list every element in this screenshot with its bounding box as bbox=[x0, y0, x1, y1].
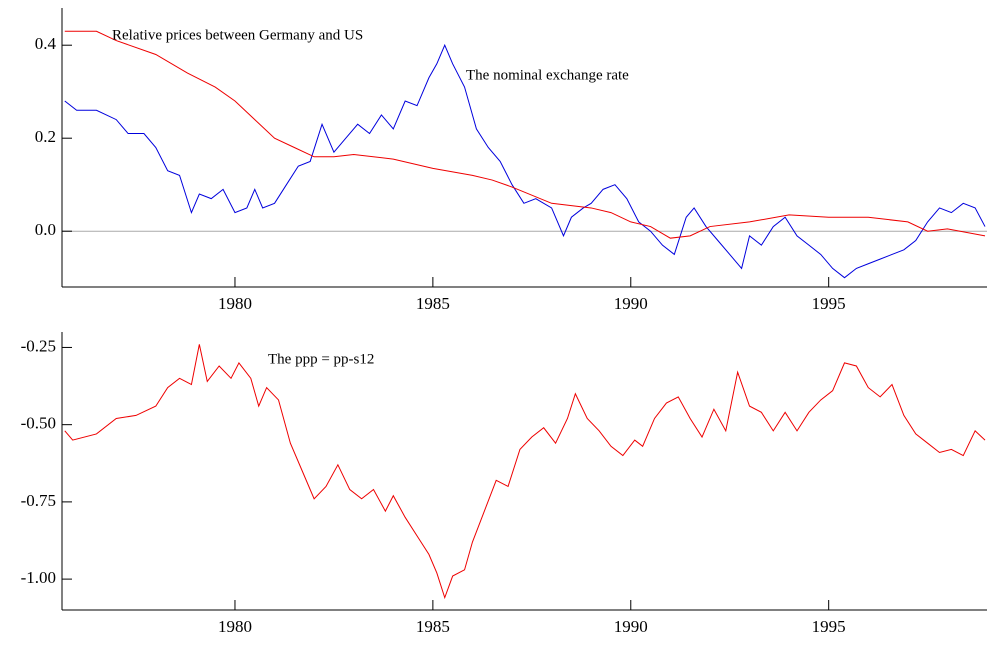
annotation: Relative prices between Germany and US bbox=[112, 27, 363, 43]
y-tick-label: -0.25 bbox=[21, 336, 56, 355]
y-tick-label: -1.00 bbox=[21, 568, 56, 587]
x-tick-label: 1985 bbox=[416, 617, 450, 636]
x-tick-label: 1995 bbox=[812, 294, 846, 313]
x-tick-label: 1985 bbox=[416, 294, 450, 313]
y-tick-label: -0.75 bbox=[21, 491, 56, 510]
series-line bbox=[64, 43, 986, 279]
y-tick-label: 0.2 bbox=[35, 127, 56, 146]
y-tick-label: -0.50 bbox=[21, 414, 56, 433]
x-tick-label: 1980 bbox=[218, 294, 252, 313]
y-tick-label: 0.0 bbox=[35, 220, 56, 239]
annotation: The nominal exchange rate bbox=[466, 67, 629, 83]
series-line bbox=[64, 30, 986, 239]
y-tick-label: 0.4 bbox=[35, 34, 57, 53]
x-tick-label: 1990 bbox=[614, 294, 648, 313]
series-line bbox=[64, 344, 986, 600]
x-tick-label: 1990 bbox=[614, 617, 648, 636]
x-tick-label: 1980 bbox=[218, 617, 252, 636]
annotation: The ppp = pp-s12 bbox=[268, 351, 374, 367]
x-tick-label: 1995 bbox=[812, 617, 846, 636]
